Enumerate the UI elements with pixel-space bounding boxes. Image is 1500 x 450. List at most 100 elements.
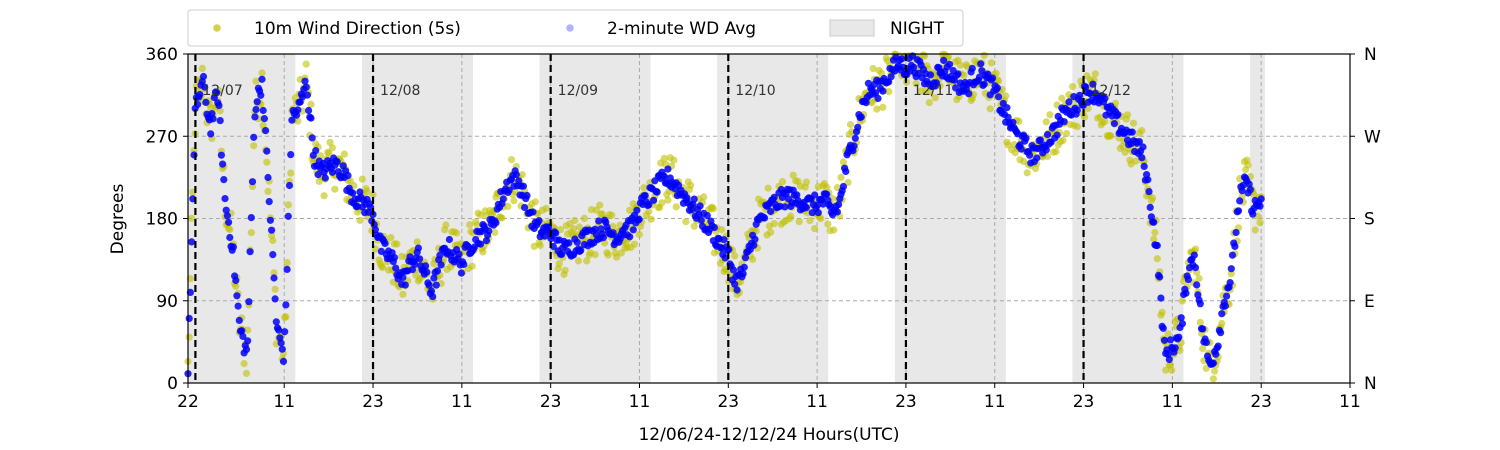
wd5s-point-824	[1168, 366, 1176, 374]
wd2m-point-190	[411, 260, 419, 268]
wd5s-point-170	[387, 233, 395, 242]
wd2m-point-488	[767, 207, 775, 216]
y-tick-label-2: 180	[146, 210, 178, 230]
wd2m-point-859	[1209, 359, 1217, 367]
wd2m-point-69	[266, 216, 274, 224]
wd2m-point-245	[476, 240, 485, 248]
wd2m-point-866	[1218, 310, 1226, 318]
wd2m-point-875	[1228, 251, 1237, 259]
wd2m-point-457	[729, 266, 738, 274]
wd2m-point-67	[264, 173, 272, 182]
wd2m-point-791	[1128, 128, 1136, 136]
wd2m-point-836	[1182, 289, 1190, 297]
wd5s-point-582	[879, 103, 887, 111]
wd2m-point-393	[653, 188, 661, 196]
wd5s-point-99	[302, 60, 310, 68]
wd5s-point-745	[1073, 123, 1081, 131]
wd2m-point-711	[1033, 154, 1041, 162]
y-right-tick-label-0: N	[1364, 374, 1377, 394]
wd5s-point-447	[718, 226, 726, 234]
wd5s-point-498	[778, 178, 787, 186]
wd5s-point-736	[1063, 130, 1071, 138]
wd5s-point-342	[592, 206, 600, 214]
y-tick-label-1: 90	[156, 292, 178, 312]
wd5s-point-768	[1101, 118, 1109, 126]
wd5s-point-810	[1151, 228, 1159, 237]
wd2m-point-258	[492, 219, 500, 227]
wd2m-point-823	[1166, 336, 1175, 344]
wd2m-point-68	[265, 198, 273, 206]
wd2m-point-474	[750, 241, 758, 249]
wd2m-point-861	[1212, 350, 1220, 358]
x-tick-label-4: 23	[540, 392, 562, 412]
wd2m-point-663	[975, 73, 984, 81]
wd2m-point-54	[248, 178, 257, 186]
wd5s-point-53	[247, 229, 255, 237]
wd2m-point-87	[288, 116, 296, 124]
legend-swatch-night	[829, 19, 875, 37]
wd2m-point-714	[1036, 136, 1044, 144]
wd2m-point-43	[235, 316, 243, 324]
x-tick-label-12: 23	[1250, 392, 1272, 412]
wd5s-point-323	[570, 225, 578, 233]
wd5s-point-787	[1123, 111, 1132, 119]
wd5s-point-507	[789, 171, 797, 179]
wd2m-point-1	[185, 314, 193, 322]
wd2m-point-58	[253, 98, 261, 106]
wd2m-point-657	[968, 64, 976, 72]
wd5s-point-809	[1150, 235, 1158, 243]
wd2m-point-465	[739, 270, 747, 278]
wd5s-point-536	[824, 220, 832, 228]
wd5s-point-535	[823, 183, 831, 191]
wd2m-point-441	[710, 223, 719, 232]
wd2m-point-804	[1144, 176, 1152, 184]
wd2m-point-50	[244, 337, 252, 345]
wd2m-point-832	[1177, 314, 1185, 322]
wd2m-point-85	[285, 181, 294, 190]
wd2m-point-578	[874, 94, 882, 102]
wd2m-point-558	[850, 142, 858, 150]
wd5s-point-424	[690, 222, 698, 230]
wd5s-point-667	[980, 51, 988, 59]
wd2m-point-31	[221, 195, 229, 203]
wd5s-point-311	[555, 260, 563, 268]
axis-layer: 0 90 180 270 360 N E W S N 22 11 23 11 23 11 23 11 23 11 23 1…	[146, 45, 1381, 412]
wd2m-point-194	[416, 255, 424, 263]
wd5s-point-794	[1132, 157, 1140, 165]
wd5s-point-144	[356, 216, 364, 224]
wd5s-point-225	[453, 229, 461, 237]
wd2m-point-535	[823, 190, 831, 198]
wd2m-point-679	[995, 93, 1003, 101]
wd5s-point-118	[325, 149, 333, 157]
wd2m-point-24	[213, 89, 221, 97]
wd2m-point-65	[262, 127, 270, 135]
day-marker-label-4: 12/11	[913, 83, 953, 99]
wd2m-point-33	[223, 212, 231, 220]
wd2m-point-466	[740, 263, 748, 271]
wd5s-point-894	[1251, 226, 1259, 234]
wd2m-point-56	[251, 113, 259, 121]
wd2m-point-204	[427, 287, 436, 295]
wd2m-point-34	[225, 218, 233, 226]
wd2m-point-180	[399, 273, 407, 281]
y-right-tick-label-4: N	[1364, 45, 1377, 65]
wd2m-point-61	[257, 91, 265, 99]
wd2m-point-622	[926, 71, 935, 79]
wd2m-point-66	[263, 147, 271, 155]
wd5s-point-86	[287, 169, 295, 177]
wd5s-point-486	[764, 184, 772, 192]
wd5s-point-123	[331, 185, 339, 193]
wd5s-point-316	[561, 266, 569, 274]
wd5s-point-359	[613, 253, 621, 261]
wd2m-point-844	[1191, 264, 1200, 272]
wd2m-point-275	[512, 171, 520, 179]
wd2m-point-598	[898, 55, 906, 63]
wd5s-point-399	[660, 154, 668, 162]
wd5s-point-291	[531, 198, 540, 206]
wd2m-point-269	[505, 186, 513, 194]
wd2m-point-453	[725, 245, 733, 254]
wd2m-point-850	[1199, 325, 1207, 333]
wd5s-point-847	[1195, 274, 1203, 282]
wd5s-point-271	[507, 156, 516, 164]
wd2m-point-3	[188, 238, 196, 246]
